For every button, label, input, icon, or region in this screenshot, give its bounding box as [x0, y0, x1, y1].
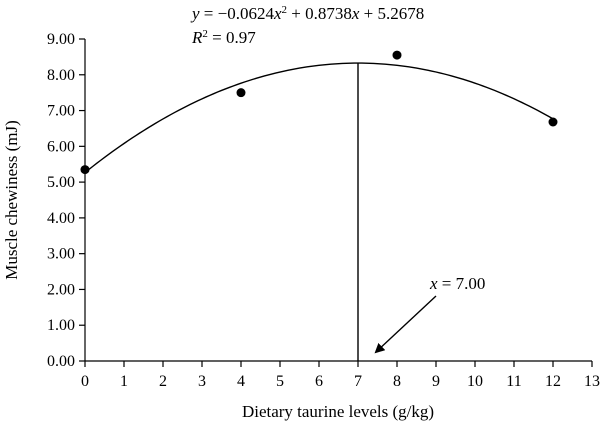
y-tick-label: 2.00 [47, 281, 75, 298]
x-tick-label: 0 [81, 373, 89, 390]
y-tick-label: 1.00 [47, 317, 75, 334]
x-tick-label: 12 [545, 373, 561, 390]
x-tick-label: 11 [506, 373, 521, 390]
x-tick-label: 6 [315, 373, 323, 390]
y-tick-label: 0.00 [47, 353, 75, 370]
y-tick-label: 5.00 [47, 174, 75, 191]
y-axis-title: Muscle chewiness (mJ) [2, 120, 21, 280]
x-tick-label: 8 [393, 373, 401, 390]
data-point [236, 88, 246, 98]
y-tick-label: 4.00 [47, 210, 75, 227]
y-tick-label: 7.00 [47, 103, 75, 120]
optimum-arrow [374, 295, 437, 354]
data-point [392, 50, 402, 60]
optimum-label: x = 7.00 [429, 274, 485, 293]
x-tick-label: 4 [237, 373, 245, 390]
y-tick-label: 3.00 [47, 246, 75, 263]
y-axis-ticks: 0.00 1.00 2.00 3.00 4.00 5.00 6.00 7.00 8.00 9.00 [47, 31, 85, 370]
fit-curve [84, 62, 554, 174]
x-tick-label: 2 [159, 373, 167, 390]
x-tick-label: 9 [432, 373, 440, 390]
x-tick-label: 1 [120, 373, 128, 390]
x-tick-label: 3 [198, 373, 206, 390]
y-tick-label: 6.00 [47, 138, 75, 155]
r-squared-label: R2 = 0.97 [191, 28, 256, 47]
x-axis-ticks: 0 1 2 3 4 5 6 7 8 9 10 11 12 13 [81, 361, 600, 390]
x-tick-label: 13 [584, 373, 600, 390]
y-tick-label: 9.00 [47, 31, 75, 48]
x-axis-title: Dietary taurine levels (g/kg) [242, 402, 434, 421]
x-tick-label: 7 [354, 373, 362, 390]
y-tick-label: 8.00 [47, 67, 75, 84]
data-point [548, 117, 558, 127]
fit-equation-label: y = −0.0624x2 + 0.8738x + 5.2678 [190, 4, 424, 23]
x-tick-label: 10 [467, 373, 483, 390]
data-points [80, 50, 558, 175]
x-tick-label: 5 [276, 373, 284, 390]
data-point [80, 165, 90, 175]
